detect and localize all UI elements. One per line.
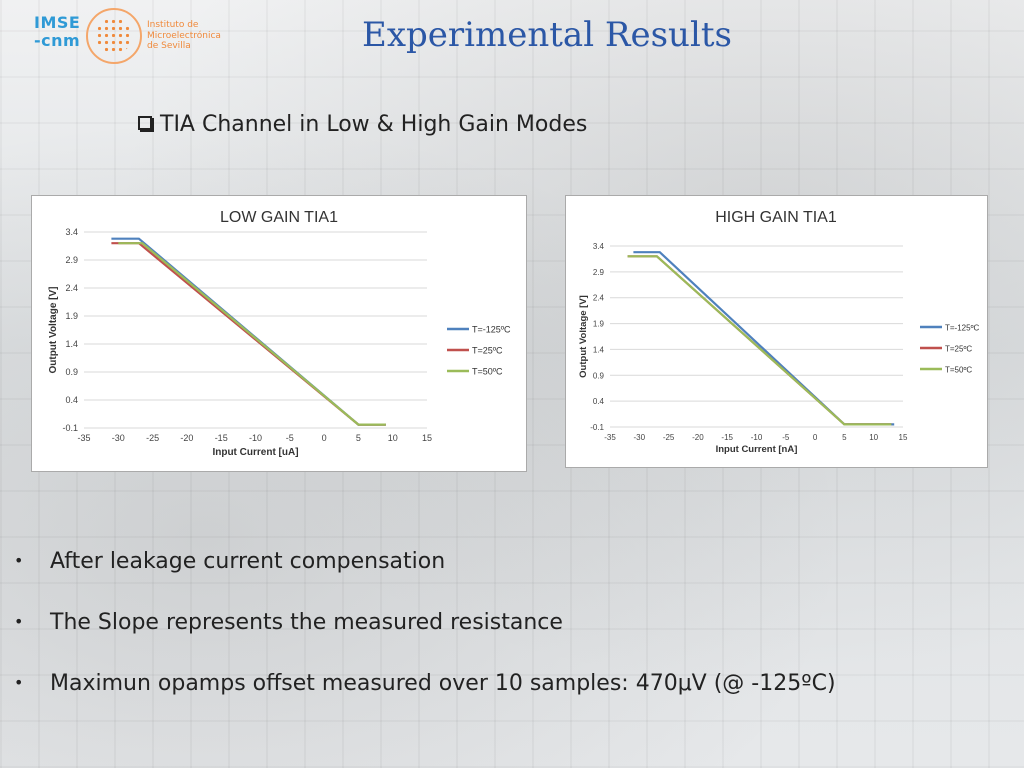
bullet-item: • Maximun opamps offset measured over 10 … xyxy=(14,671,836,696)
x-tick-label: 15 xyxy=(422,433,432,443)
x-tick-label: -30 xyxy=(112,433,125,443)
y-tick-label: 3.4 xyxy=(65,227,78,237)
logo-emblem-icon xyxy=(86,8,142,64)
checkbox-bullet-icon xyxy=(138,116,152,130)
x-tick-label: -25 xyxy=(663,433,675,442)
x-tick-label: -5 xyxy=(286,433,294,443)
x-tick-label: -35 xyxy=(604,433,616,442)
y-tick-label: -0.1 xyxy=(62,423,78,433)
x-axis-label: Input Current [nA] xyxy=(716,444,798,455)
bullet-text: Maximun opamps offset measured over 10 s… xyxy=(50,671,836,696)
x-tick-label: -25 xyxy=(146,433,159,443)
x-tick-label: -15 xyxy=(215,433,228,443)
y-tick-label: 0.9 xyxy=(593,371,605,380)
logo-short-name: IMSE -cnm xyxy=(34,13,81,50)
x-tick-label: -20 xyxy=(692,433,704,442)
logo-line-2: Microelectrónica xyxy=(147,30,221,41)
x-tick-label: -10 xyxy=(249,433,262,443)
y-tick-label: 1.9 xyxy=(593,320,605,329)
y-tick-label: 2.9 xyxy=(593,268,605,277)
y-tick-label: 0.9 xyxy=(65,367,78,377)
x-tick-label: -35 xyxy=(77,433,90,443)
y-tick-label: 1.4 xyxy=(593,345,605,354)
low-gain-chart-svg: LOW GAIN TIA1 -0.1 0.4 0.9 1.4 1.9 2.4 2.9 3.4 -3… xyxy=(48,209,511,458)
legend-label: T=-125ºC xyxy=(945,324,979,333)
chart-title: HIGH GAIN TIA1 xyxy=(715,209,837,226)
series-line xyxy=(633,251,895,426)
logo-line-1: Instituto de xyxy=(147,20,199,30)
legend-label: T=50ºC xyxy=(472,367,503,377)
chart-title: LOW GAIN TIA1 xyxy=(220,209,338,226)
x-tick-label: 5 xyxy=(842,433,847,442)
slide-subtitle: TIA Channel in Low & High Gain Modes xyxy=(138,110,587,140)
y-tick-label: 0.4 xyxy=(593,397,605,406)
y-tick-label: 1.9 xyxy=(65,311,78,321)
y-tick-label: 2.9 xyxy=(65,255,78,265)
y-tick-label: 2.4 xyxy=(593,294,605,303)
y-axis-label: Output Voltage [V] xyxy=(578,295,589,378)
x-tick-label: 10 xyxy=(388,433,398,443)
bullet-text: The Slope represents the measured resist… xyxy=(50,610,563,635)
x-tick-label: -10 xyxy=(751,433,763,442)
y-tick-label: 0.4 xyxy=(65,395,78,405)
logo-institute-name: Instituto de Microelectrónica de Sevilla xyxy=(147,20,221,52)
x-tick-label: 10 xyxy=(869,433,878,442)
legend-label: T=25ºC xyxy=(945,345,972,354)
series-line xyxy=(627,255,892,426)
y-tick-label: 1.4 xyxy=(65,339,78,349)
low-gain-chart: LOW GAIN TIA1 -0.1 0.4 0.9 1.4 1.9 2.4 2.9 3.4 -3… xyxy=(31,195,527,472)
x-tick-label: -30 xyxy=(634,433,646,442)
slide-title: Experimental Results xyxy=(362,15,732,55)
x-tick-label: 0 xyxy=(322,433,327,443)
x-tick-label: -5 xyxy=(782,433,790,442)
x-tick-label: 5 xyxy=(356,433,361,443)
y-axis-label: Output Voltage [V] xyxy=(48,286,59,373)
x-tick-label: -15 xyxy=(721,433,733,442)
legend-label: T=-125ºC xyxy=(472,325,511,335)
legend-label: T=50ºC xyxy=(945,366,972,375)
y-tick-label: 3.4 xyxy=(593,242,605,251)
imse-cnm-logo: IMSE -cnm Instituto de Microelectrónica d… xyxy=(34,8,244,70)
legend-label: T=25ºC xyxy=(472,346,503,356)
y-tick-label: 2.4 xyxy=(65,283,78,293)
bullet-item: • The Slope represents the measured resis… xyxy=(14,610,563,635)
y-tick-label: -0.1 xyxy=(590,423,604,432)
x-axis-label: Input Current [uA] xyxy=(212,447,298,458)
high-gain-chart-svg: HIGH GAIN TIA1 -0.1 0.4 0.9 1.4 1.9 2.4 2.9 3.4 -… xyxy=(578,209,979,455)
x-tick-label: -20 xyxy=(180,433,193,443)
x-tick-label: 0 xyxy=(813,433,818,442)
logo-line-3: de Sevilla xyxy=(147,41,191,51)
bullet-text: After leakage current compensation xyxy=(50,549,446,574)
x-tick-label: 15 xyxy=(899,433,908,442)
series-line xyxy=(118,242,386,426)
series-line xyxy=(111,242,386,426)
series-line xyxy=(627,255,892,426)
high-gain-chart: HIGH GAIN TIA1 -0.1 0.4 0.9 1.4 1.9 2.4 2.9 3.4 -… xyxy=(565,195,988,468)
bullet-item: • After leakage current compensation xyxy=(14,549,446,574)
subtitle-text: TIA Channel in Low & High Gain Modes xyxy=(160,112,588,137)
